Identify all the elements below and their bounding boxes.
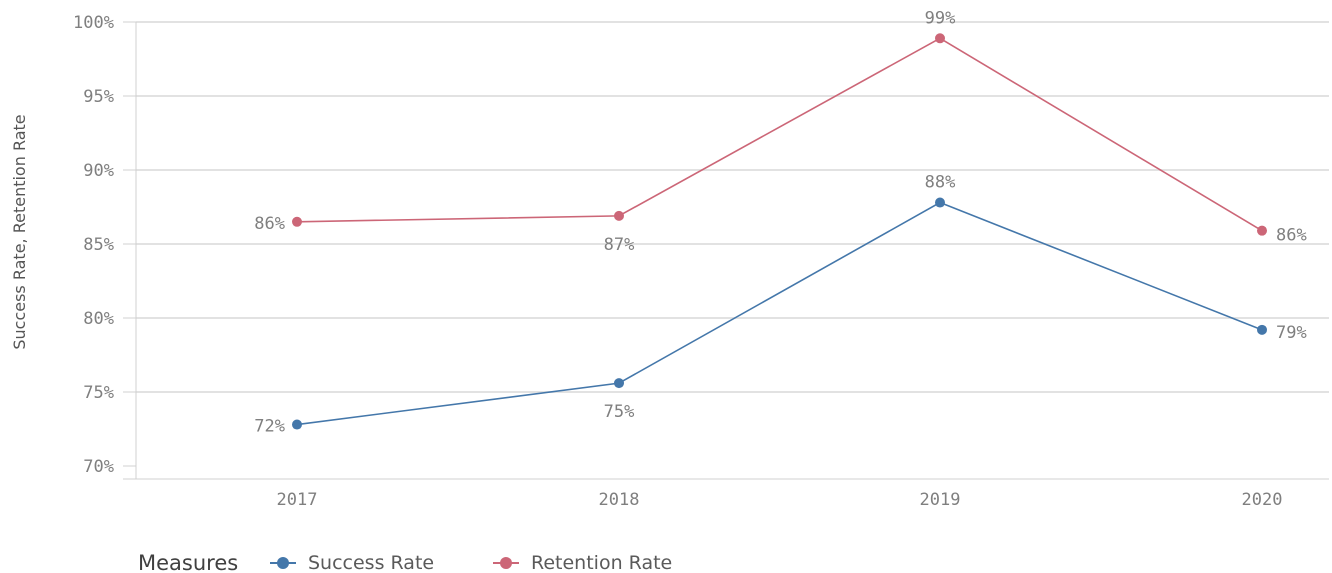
x-tick-label: 2018 (599, 490, 640, 510)
success-rate-point[interactable] (614, 378, 624, 389)
retention-rate-point[interactable] (614, 210, 624, 221)
y-tick-label: 70% (83, 457, 114, 477)
legend-swatch-dot (277, 557, 289, 569)
y-tick-label: 75% (83, 383, 114, 403)
legend-swatch-dot (500, 557, 512, 569)
y-axis-ticks: 70% 75% 80% 85% 90% 95% 100% (73, 13, 136, 477)
legend-items[interactable]: Success Rate Retention Rate (270, 552, 672, 573)
y-axis-label: Success Rate, Retention Rate (10, 114, 29, 349)
data-labels: 72% 75% 88% 79% 86% 87% 99% 86% (254, 8, 1306, 436)
legend-item-label: Success Rate (308, 552, 434, 573)
retention-rate-point[interactable] (935, 33, 945, 44)
retention-rate-data-label: 86% (254, 214, 285, 234)
success-rate-data-label: 79% (1276, 323, 1307, 343)
retention-rate-line (296, 37, 1263, 232)
y-tick-label: 100% (73, 13, 114, 33)
legend-item-success-rate[interactable]: Success Rate (270, 552, 434, 573)
y-tick-label: 85% (83, 235, 114, 255)
retention-rate-point[interactable] (292, 216, 302, 227)
success-rate-data-label: 72% (254, 417, 285, 437)
series-layer (292, 33, 1267, 430)
legend-item-retention-rate[interactable]: Retention Rate (493, 552, 672, 573)
retention-rate-point[interactable] (1257, 225, 1267, 236)
success-rate-data-label: 88% (925, 173, 956, 193)
retention-rate-data-label: 87% (604, 235, 635, 255)
y-tick-label: 80% (83, 309, 114, 329)
success-rate-point[interactable] (292, 419, 302, 430)
x-tick-label: 2020 (1242, 490, 1283, 510)
legend-title: Measures (138, 551, 238, 573)
gridlines (136, 21, 1329, 393)
y-tick-label: 95% (83, 87, 114, 107)
retention-rate-data-label: 99% (925, 8, 956, 28)
x-tick-label: 2019 (920, 490, 961, 510)
success-rate-line (296, 201, 1263, 426)
legend[interactable]: Measures Success Rate Retention Rate (138, 551, 672, 573)
success-rate-point[interactable] (935, 197, 945, 208)
success-rate-point[interactable] (1257, 324, 1267, 335)
y-tick-label: 90% (83, 161, 114, 181)
retention-rate-data-label: 86% (1276, 226, 1307, 246)
x-tick-label: 2017 (277, 490, 318, 510)
legend-item-label: Retention Rate (531, 552, 672, 573)
success-rate-data-label: 75% (604, 402, 635, 422)
x-axis-ticks: 2017 2018 2019 2020 (277, 490, 1283, 510)
